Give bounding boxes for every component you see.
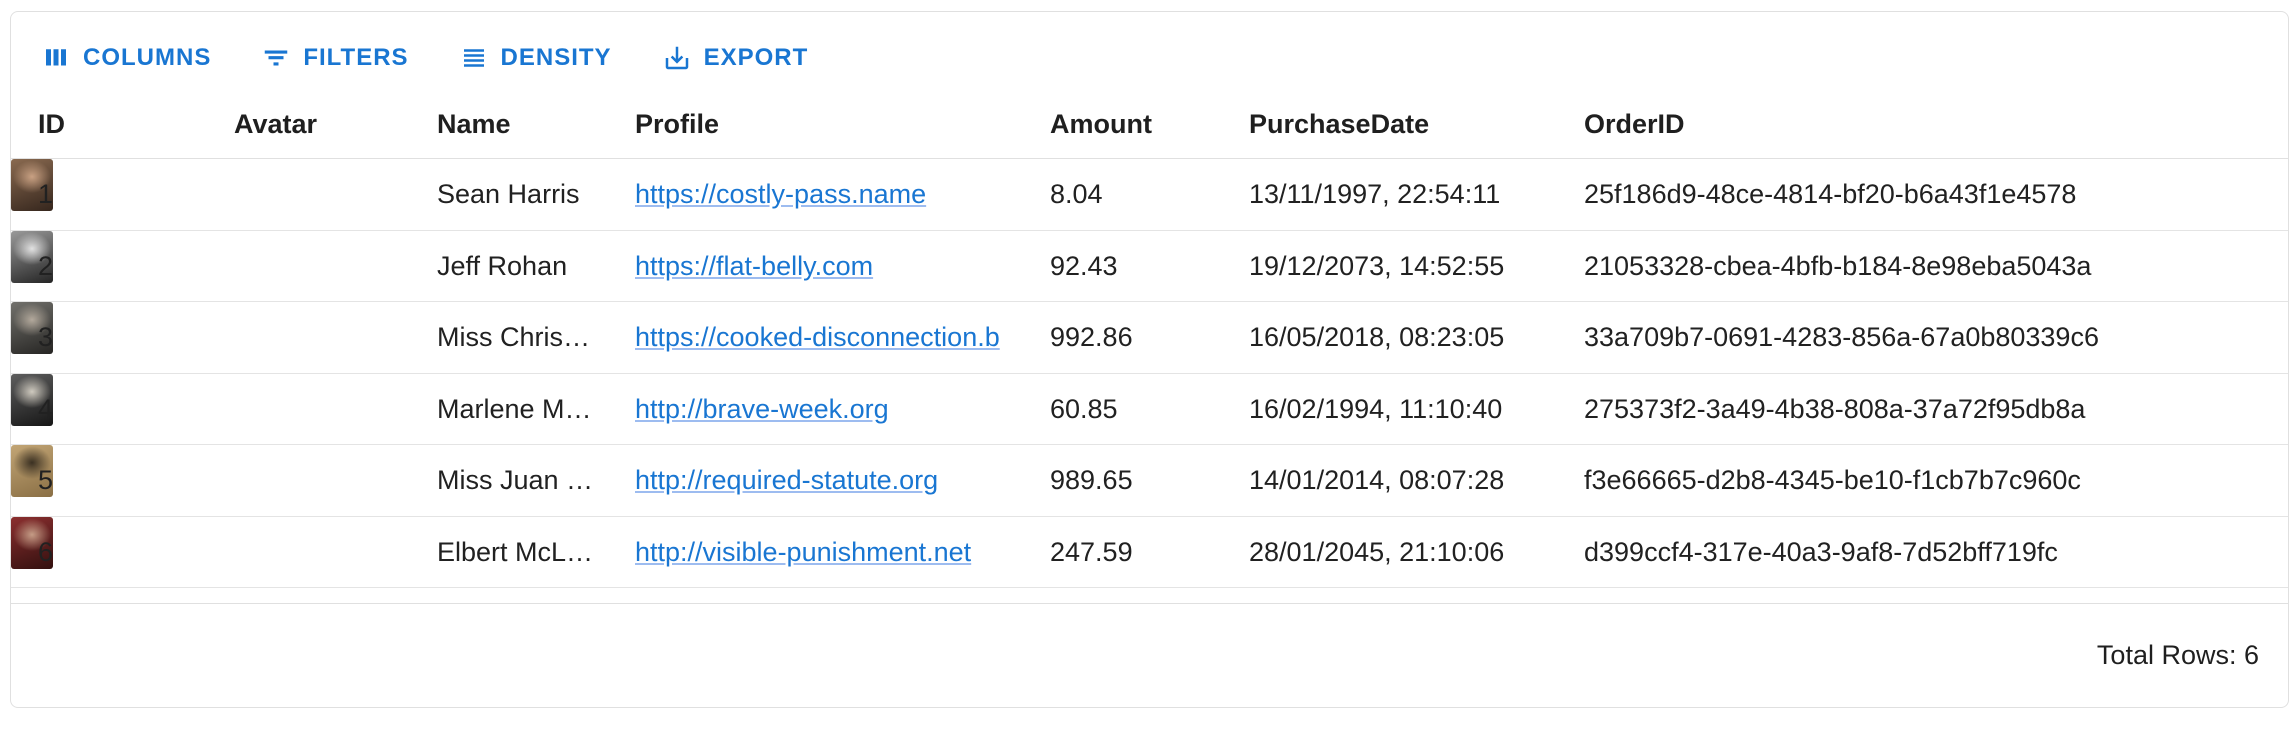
cell-amount: 992.86 [1050, 322, 1133, 352]
density-lines-icon [463, 49, 484, 67]
table-row[interactable]: 2 Jeff Rohan https://flat-belly.com 92.4… [11, 230, 2288, 303]
avatar [11, 230, 53, 283]
profile-link[interactable]: https://flat-belly.com [635, 250, 874, 281]
filter-list-icon [265, 50, 288, 66]
column-header-avatar[interactable]: Avatar [234, 109, 318, 139]
cell-name: Miss Juan … [437, 465, 594, 495]
column-header-orderid[interactable]: OrderID [1584, 109, 1685, 139]
download-icon [665, 46, 688, 70]
cell-purchasedate: 16/02/1994, 11:10:40 [1249, 393, 1503, 424]
cell-purchasedate: 13/11/1997, 22:54:11 [1249, 179, 1501, 209]
density-button-label: DENSITY [500, 44, 612, 71]
avatar [11, 373, 53, 426]
column-headers: ID Avatar Name Profile Amount PurchaseDa… [11, 90, 2288, 159]
cell-purchasedate: 14/01/2014, 08:07:28 [1249, 465, 1505, 495]
cell-id: 5 [38, 465, 54, 495]
column-header-id[interactable]: ID [38, 109, 65, 139]
table-row[interactable]: 6 Elbert McL… http://visible-punishment.… [11, 516, 2288, 589]
profile-link[interactable]: https://cooked-disconnection.b [635, 322, 1000, 352]
cell-amount: 989.65 [1050, 465, 1133, 495]
profile-link[interactable]: http://brave-week.org [635, 393, 889, 424]
cell-amount: 8.04 [1050, 179, 1103, 209]
cell-id: 2 [38, 250, 54, 281]
cell-orderid: 25f186d9-48ce-4814-bf20-b6a43f1e4578 [1584, 179, 2077, 209]
avatar [11, 516, 53, 569]
table-row[interactable]: 1 Sean Harris https://costly-pass.name 8… [11, 159, 2288, 231]
cell-purchasedate: 19/12/2073, 14:52:55 [1249, 250, 1505, 281]
table-row[interactable]: 5 Miss Juan … http://required-statute.or… [11, 445, 2288, 517]
cell-name: Marlene M… [437, 393, 592, 424]
cell-name: Sean Harris [437, 179, 580, 209]
cell-name: Jeff Rohan [437, 250, 568, 281]
cell-orderid: f3e66665-d2b8-4345-be10-f1cb7b7c960c [1584, 465, 2081, 495]
total-rows-label: Total Rows: 6 [2096, 640, 2259, 670]
table-row[interactable]: 3 Miss Chris… https://cooked-disconnecti… [11, 302, 2288, 374]
cell-orderid: d399ccf4-317e-40a3-9af8-7d52bff719fc [1584, 536, 2058, 567]
cell-orderid: 275373f2-3a49-4b38-808a-37a72f95db8a [1584, 393, 2086, 424]
cell-profile: https://cooked-disconnection.b [635, 302, 1049, 374]
column-header-profile[interactable]: Profile [635, 109, 720, 139]
grid-footer: Total Rows: 6 [11, 603, 2288, 707]
column-header-purchasedate[interactable]: PurchaseDate [1249, 109, 1430, 139]
cell-orderid: 21053328-cbea-4bfb-b184-8e98eba5043a [1584, 250, 2092, 281]
avatar [11, 159, 53, 211]
columns-button-label: COLUMNS [83, 44, 212, 71]
filters-button[interactable]: FILTERS [257, 37, 412, 79]
grid-rows: 1 Sean Harris https://costly-pass.name 8… [11, 159, 2288, 588]
profile-link[interactable]: https://costly-pass.name [635, 179, 927, 209]
table-row[interactable]: 4 Marlene M… http://brave-week.org 60.85… [11, 373, 2288, 446]
cell-amount: 92.43 [1050, 250, 1118, 281]
density-button[interactable]: DENSITY [455, 37, 616, 79]
columns-button[interactable]: COLUMNS [37, 37, 215, 79]
column-header-amount[interactable]: Amount [1050, 109, 1152, 139]
data-grid: COLUMNS FILTERS DENSITY EXPORT ID Avatar… [10, 11, 2289, 708]
export-button-label: EXPORT [703, 44, 809, 71]
export-button[interactable]: EXPORT [658, 37, 813, 79]
cell-name: Miss Chris… [437, 322, 590, 352]
cell-purchasedate: 16/05/2018, 08:23:05 [1249, 322, 1505, 352]
cell-id: 6 [38, 536, 54, 567]
avatar [11, 445, 53, 497]
cell-amount: 247.59 [1050, 536, 1133, 567]
grid-toolbar: COLUMNS FILTERS DENSITY EXPORT [11, 26, 2288, 90]
profile-link[interactable]: http://visible-punishment.net [635, 536, 972, 567]
cell-profile: https://flat-belly.com [635, 231, 1049, 303]
cell-orderid: 33a709b7-0691-4283-856a-67a0b80339c6 [1584, 322, 2099, 352]
avatar [11, 302, 53, 354]
cell-name: Elbert McL… [437, 536, 594, 567]
cell-purchasedate: 28/01/2045, 21:10:06 [1249, 536, 1505, 567]
cell-id: 4 [38, 393, 54, 424]
cell-profile: https://costly-pass.name [635, 159, 1049, 231]
filters-button-label: FILTERS [303, 44, 409, 71]
cell-id: 3 [38, 322, 54, 352]
cell-profile: http://required-statute.org [635, 445, 1049, 517]
profile-link[interactable]: http://required-statute.org [635, 465, 939, 495]
cell-profile: http://visible-punishment.net [635, 517, 1049, 589]
cell-id: 1 [38, 179, 54, 209]
cell-amount: 60.85 [1050, 393, 1118, 424]
column-header-name[interactable]: Name [437, 109, 511, 139]
cell-profile: http://brave-week.org [635, 374, 1049, 446]
view-columns-icon [46, 49, 66, 66]
